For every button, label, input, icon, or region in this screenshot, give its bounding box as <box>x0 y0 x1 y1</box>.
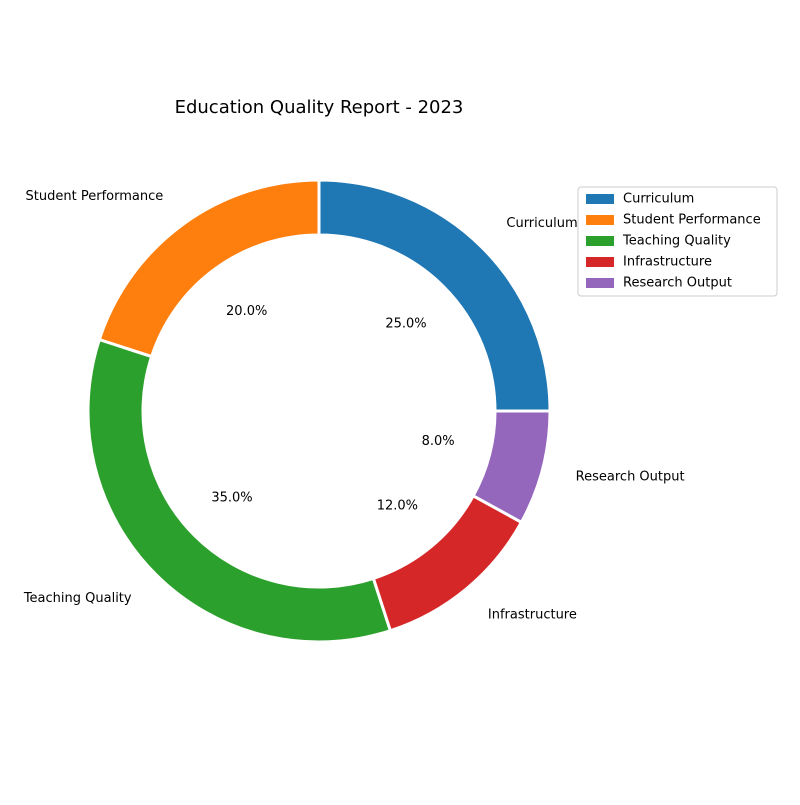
slice-label-research-output: Research Output <box>576 469 685 484</box>
legend-label-research-output: Research Output <box>623 276 732 291</box>
legend-swatch-student-performance <box>586 215 614 225</box>
slice-curriculum[interactable] <box>317 178 552 413</box>
percent-label-student-performance: 20.0% <box>226 304 267 319</box>
legend-swatch-teaching-quality <box>586 236 614 246</box>
slice-teaching-quality[interactable] <box>86 337 393 644</box>
legend-frame <box>577 186 778 297</box>
slice-label-curriculum: Curriculum <box>506 216 577 231</box>
slice-labels-group: Curriculum Student Performance Teaching Qu… <box>23 189 685 623</box>
chart-title: Education Quality Report - 2023 <box>175 97 464 118</box>
slice-research-output[interactable] <box>471 409 552 525</box>
percent-label-curriculum: 25.0% <box>385 317 426 332</box>
legend-swatch-infrastructure <box>586 257 614 267</box>
percent-label-teaching-quality: 35.0% <box>211 490 252 505</box>
legend-label-teaching-quality: Teaching Quality <box>622 234 731 249</box>
percent-label-research-output: 8.0% <box>422 434 455 449</box>
legend: Curriculum Student Performance Teaching Qu… <box>577 186 778 297</box>
slice-label-student-performance: Student Performance <box>26 189 164 204</box>
legend-label-infrastructure: Infrastructure <box>623 255 712 270</box>
legend-label-student-performance: Student Performance <box>623 213 761 228</box>
percent-label-infrastructure: 12.0% <box>377 498 418 513</box>
slice-student-performance[interactable] <box>97 178 321 359</box>
percent-labels-group: 25.0% 20.0% 35.0% 12.0% 8.0% <box>211 304 454 513</box>
legend-label-curriculum: Curriculum <box>623 192 694 207</box>
legend-swatch-research-output <box>586 278 614 288</box>
slice-label-infrastructure: Infrastructure <box>488 608 577 623</box>
slices-group <box>86 178 552 644</box>
legend-swatch-curriculum <box>586 194 614 204</box>
slice-label-teaching-quality: Teaching Quality <box>23 591 132 606</box>
